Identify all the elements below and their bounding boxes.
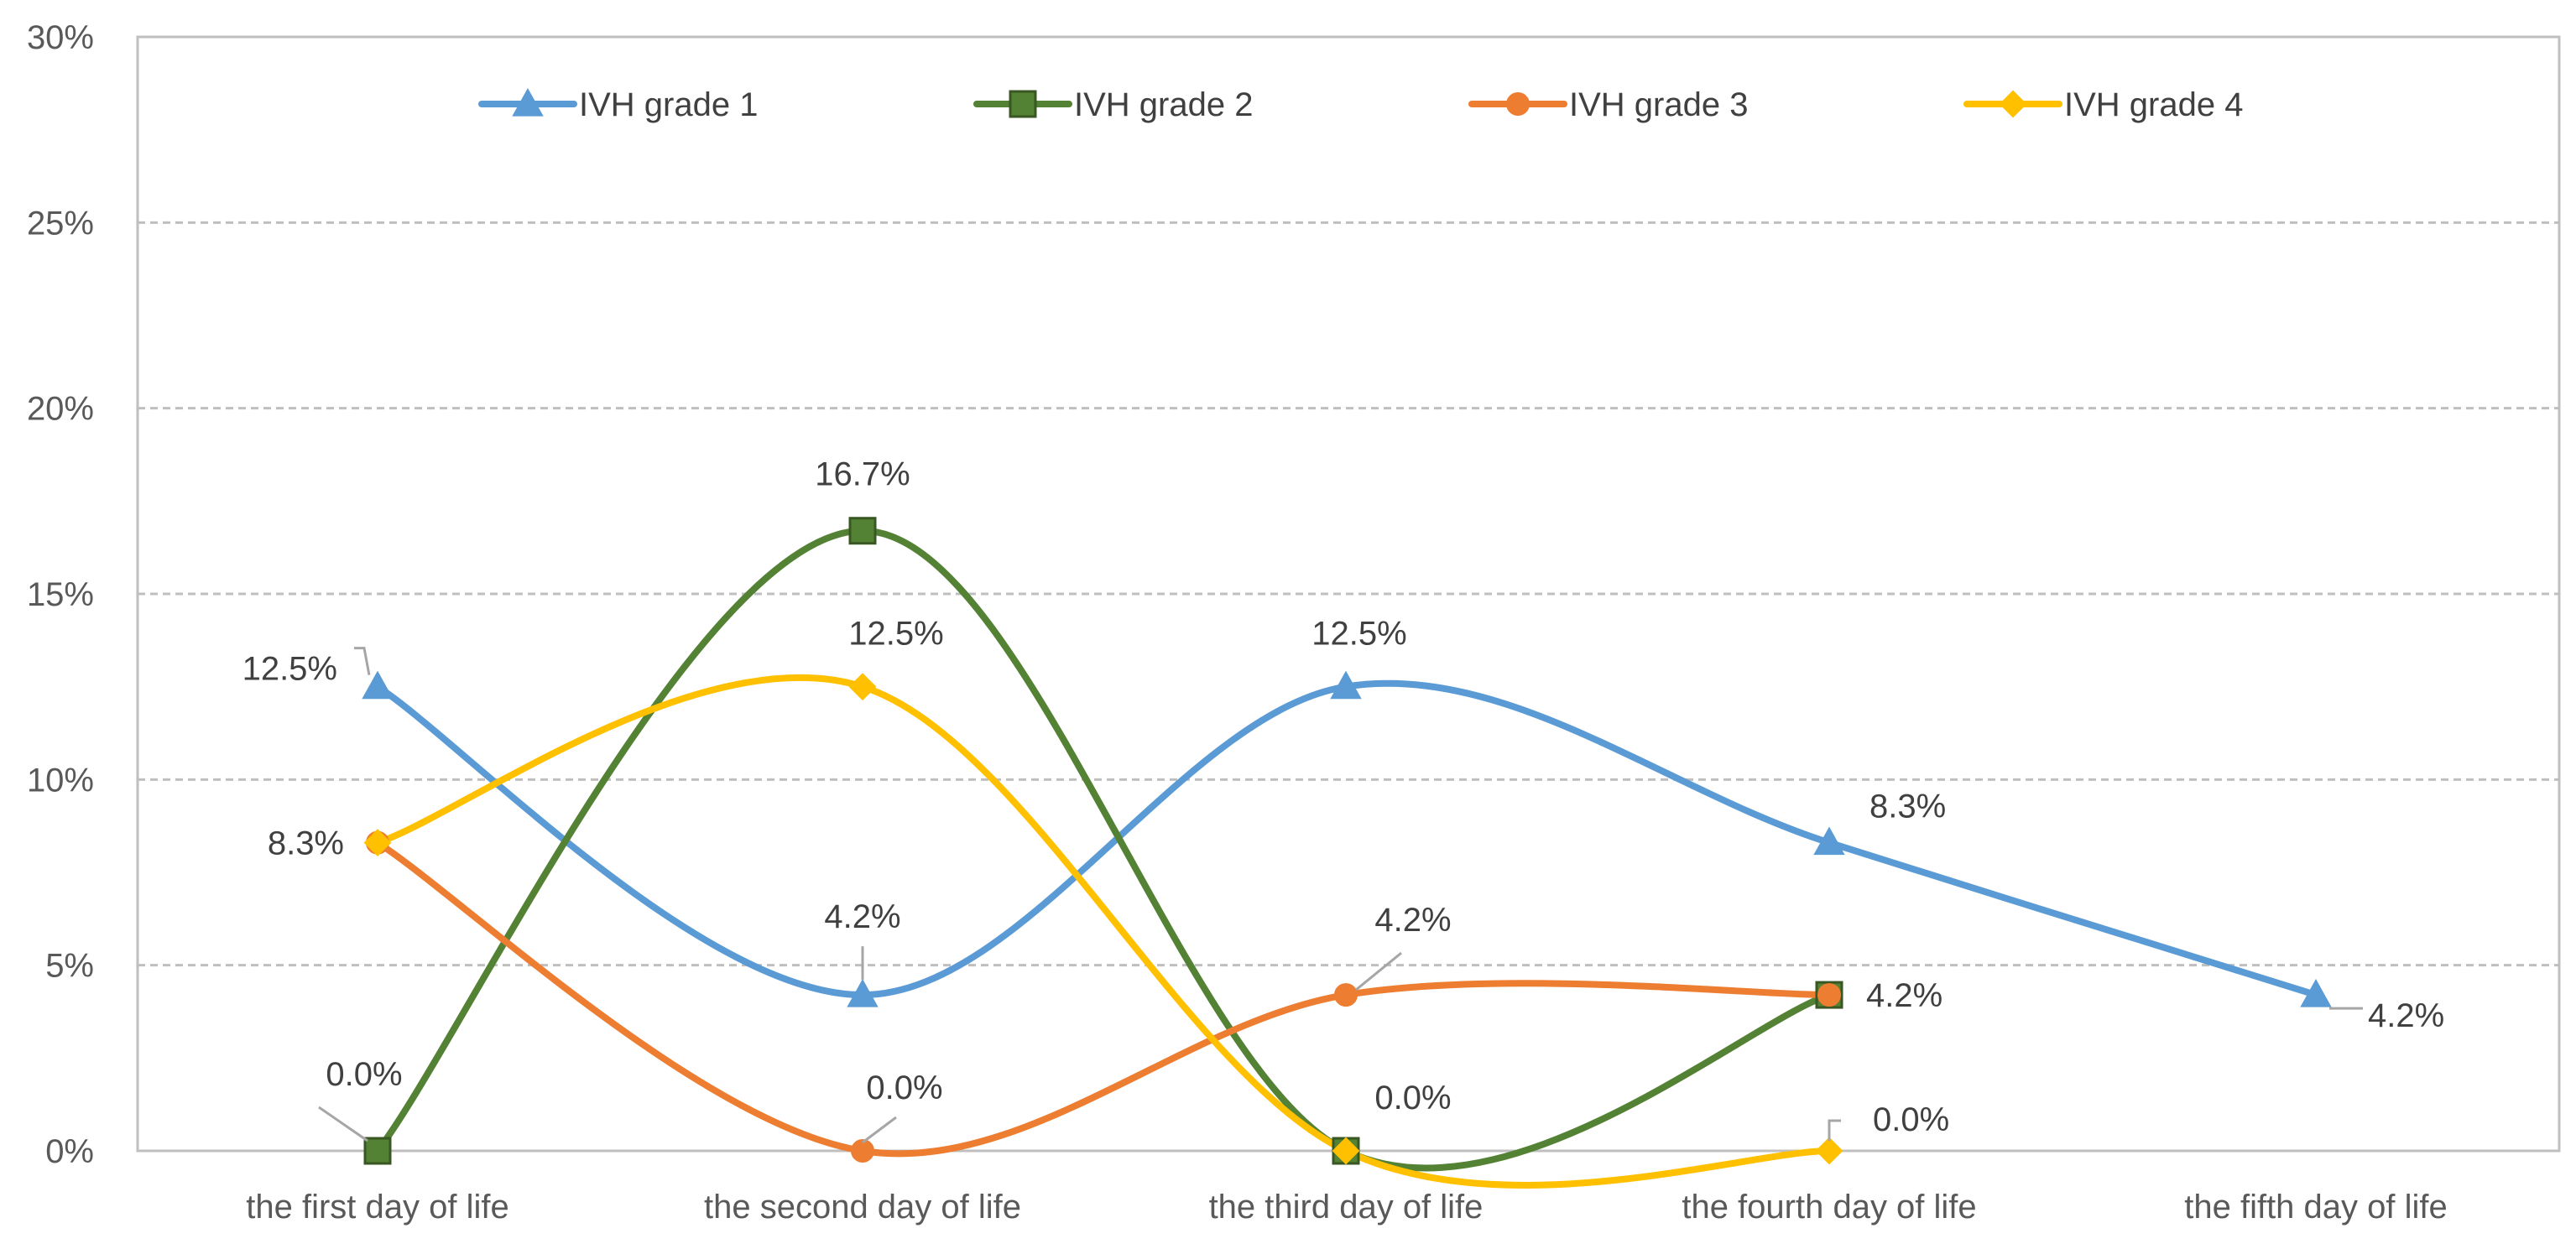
data-label-ivh-grade-2-the-fourth-day-of-life: 4.2%: [1866, 977, 1942, 1014]
x-tick-label: the fourth day of life: [1682, 1189, 1976, 1226]
legend-label-ivh-grade-1: IVH grade 1: [579, 86, 758, 123]
gridlines: [138, 221, 2559, 967]
data-label-ivh-grade-1-the-fourth-day-of-life: 8.3%: [1869, 788, 1946, 825]
series-line-ivh-grade-3: [374, 839, 1833, 1158]
x-tick-label: the fifth day of life: [2184, 1189, 2448, 1226]
y-tick-label: 25%: [27, 205, 94, 242]
legend-label-ivh-grade-2: IVH grade 2: [1074, 86, 1253, 123]
marker-ivh-grade-1-the-third-day-of-life: [1330, 670, 1362, 700]
marker-ivh-grade-1-the-second-day-of-life: [847, 979, 879, 1007]
marker-ivh-grade-2-the-second-day-of-life: [848, 517, 877, 545]
legend-label-ivh-grade-3: IVH grade 3: [1569, 86, 1748, 123]
x-tick-label: the first day of life: [246, 1189, 508, 1226]
leader-line: [1828, 1119, 1841, 1141]
y-tick-label: 5%: [45, 948, 94, 985]
leader-line: [354, 647, 371, 675]
data-label-ivh-grade-1-the-second-day-of-life: 4.2%: [824, 898, 900, 935]
data-label-ivh-grade-4-the-second-day-of-life: 12.5%: [848, 616, 943, 653]
data-label-ivh-grade-3-the-second-day-of-life: 0.0%: [866, 1069, 942, 1106]
data-label-ivh-grade-2-the-second-day-of-life: 16.7%: [815, 456, 910, 493]
marker-ivh-grade-1-the-fifth-day-of-life: [2300, 979, 2332, 1007]
y-axis-ticks: 0% 5% 10% 15% 20% 25% 30%: [27, 19, 94, 1170]
marker-ivh-grade-1-the-first-day-of-life: [362, 670, 394, 700]
marker-ivh-grade-3-the-third-day-of-life: [1334, 983, 1358, 1007]
y-tick-label: 0%: [45, 1133, 94, 1170]
y-tick-label: 20%: [27, 391, 94, 428]
leader-line: [318, 1106, 368, 1142]
x-tick-label: the third day of life: [1209, 1189, 1484, 1226]
marker-ivh-grade-3-the-fourth-day-of-life: [1817, 983, 1841, 1007]
marker-ivh-grade-4-the-third-day-of-life: [1332, 1137, 1360, 1165]
data-labels: 12.5% 4.2% 12.5% 8.3% 4.2% 0.0% 16.7% 0.0% 4.2% 8…: [242, 456, 2444, 1144]
legend-label-ivh-grade-4: IVH grade 4: [2064, 86, 2243, 123]
series-line-ivh-grade-1: [374, 679, 2319, 999]
series-line-ivh-grade-2: [374, 527, 1833, 1172]
data-label-ivh-grade-1-the-fifth-day-of-life: 4.2%: [2368, 997, 2444, 1034]
marker-ivh-grade-4-the-second-day-of-life: [848, 673, 877, 701]
marker-ivh-grade-3-the-second-day-of-life: [851, 1139, 874, 1163]
y-tick-label: 30%: [27, 19, 94, 56]
marker-ivh-grade-4-the-fourth-day-of-life: [1815, 1137, 1843, 1165]
legend-marker-ivh-grade-3: [1506, 92, 1530, 116]
marker-ivh-grade-4-the-first-day-of-life: [363, 829, 392, 857]
legend-item-ivh-grade-1: IVH grade 1: [478, 86, 758, 123]
legend-marker-ivh-grade-2: [1009, 90, 1037, 118]
leader-line: [1355, 951, 1402, 991]
legend-item-ivh-grade-2: IVH grade 2: [973, 86, 1253, 123]
y-tick-label: 15%: [27, 576, 94, 613]
legend-item-ivh-grade-4: IVH grade 4: [1963, 86, 2243, 123]
legend-marker-ivh-grade-1: [512, 87, 544, 117]
leader-line: [862, 1116, 897, 1144]
legend: IVH grade 1 IVH grade 2 IVH grade 3 IVH gra…: [478, 86, 2243, 123]
data-label-ivh-grade-1-the-first-day-of-life: 12.5%: [242, 651, 337, 688]
data-label-ivh-grade-1-the-third-day-of-life: 12.5%: [1311, 616, 1406, 653]
marker-ivh-grade-2-the-first-day-of-life: [363, 1137, 392, 1165]
data-label-ivh-grade-3-the-third-day-of-life: 4.2%: [1374, 902, 1451, 939]
data-label-ivh-grade-3-the-first-day-of-life: 8.3%: [268, 825, 344, 862]
series-line-ivh-grade-4: [374, 674, 1833, 1189]
legend-marker-ivh-grade-4: [1999, 90, 2027, 118]
series-lines: [374, 527, 2319, 1189]
x-axis-ticks: the first day of life the second day of l…: [246, 1189, 2448, 1226]
y-tick-label: 10%: [27, 762, 94, 799]
marker-ivh-grade-1-the-fourth-day-of-life: [1813, 826, 1845, 856]
data-label-ivh-grade-2-the-first-day-of-life: 0.0%: [326, 1056, 402, 1093]
data-label-ivh-grade-4-the-fourth-day-of-life: 0.0%: [1873, 1101, 1949, 1138]
data-label-ivh-grade-2-the-third-day-of-life: 0.0%: [1374, 1080, 1451, 1116]
legend-item-ivh-grade-3: IVH grade 3: [1468, 86, 1748, 123]
x-tick-label: the second day of life: [704, 1189, 1021, 1226]
series-markers: [362, 517, 2332, 1165]
